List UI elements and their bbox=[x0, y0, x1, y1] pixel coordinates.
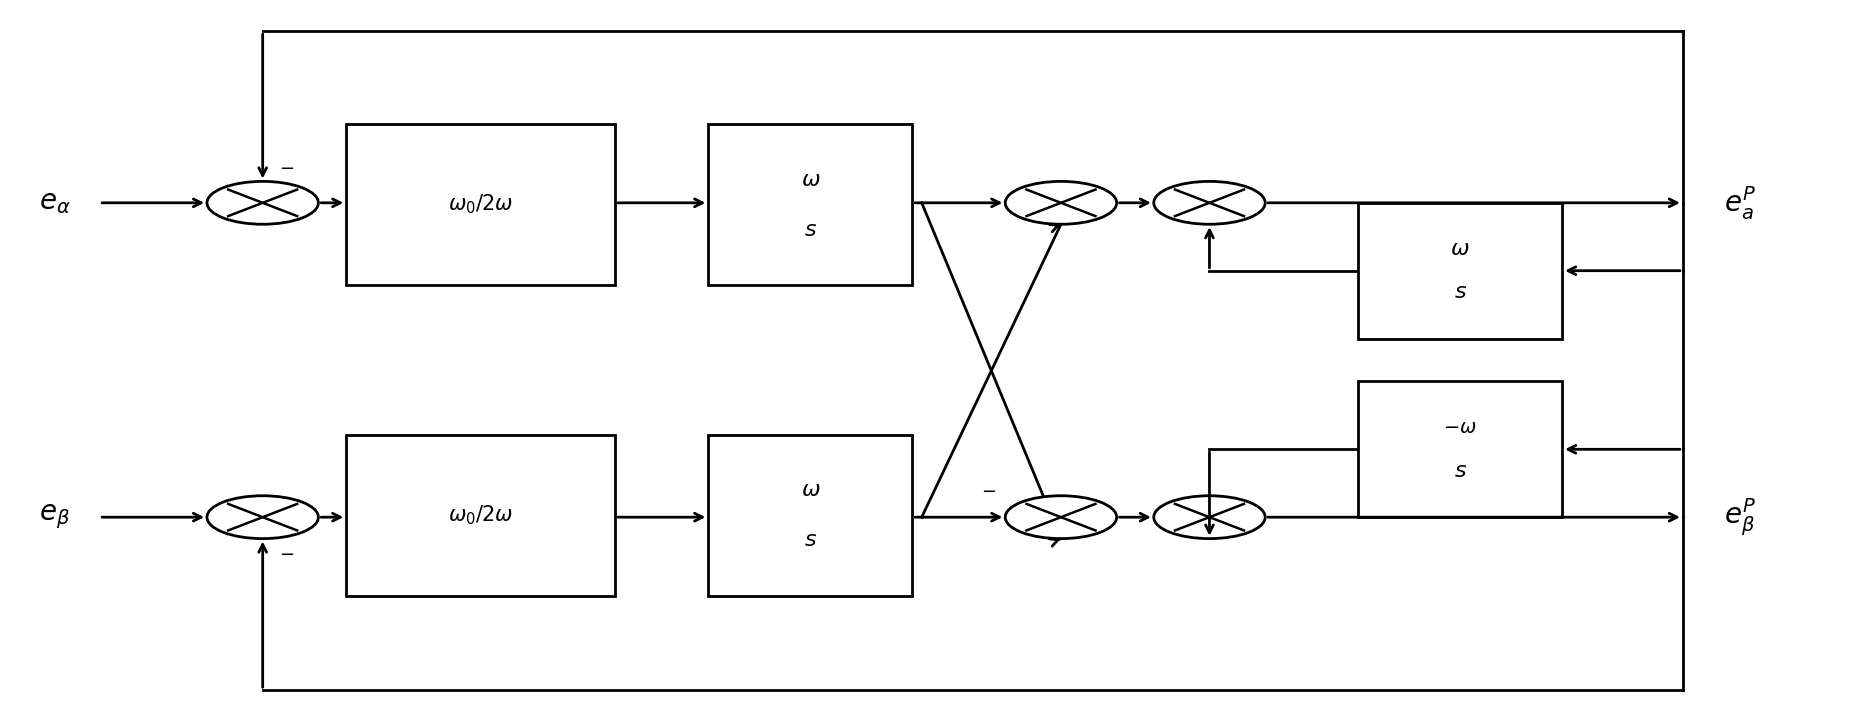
Circle shape bbox=[207, 496, 318, 539]
Text: $-$: $-$ bbox=[981, 481, 996, 499]
Text: $\omega$: $\omega$ bbox=[1450, 238, 1469, 260]
Circle shape bbox=[1154, 496, 1264, 539]
Circle shape bbox=[207, 181, 318, 224]
FancyBboxPatch shape bbox=[1357, 382, 1562, 517]
Text: $\omega_0/2\omega$: $\omega_0/2\omega$ bbox=[449, 193, 514, 217]
Text: $s$: $s$ bbox=[804, 219, 817, 240]
Text: $-\omega$: $-\omega$ bbox=[1443, 419, 1477, 437]
Text: $s$: $s$ bbox=[1454, 460, 1467, 482]
FancyBboxPatch shape bbox=[346, 435, 616, 595]
Circle shape bbox=[1005, 181, 1117, 224]
Text: $\omega$: $\omega$ bbox=[801, 480, 819, 501]
Text: $-$: $-$ bbox=[279, 544, 294, 562]
Text: $e_{\beta}$: $e_{\beta}$ bbox=[39, 503, 71, 531]
Text: $e^{P}_{\beta}$: $e^{P}_{\beta}$ bbox=[1724, 496, 1756, 538]
FancyBboxPatch shape bbox=[1357, 203, 1562, 338]
FancyBboxPatch shape bbox=[346, 125, 616, 285]
Text: $e_{\alpha}$: $e_{\alpha}$ bbox=[39, 189, 71, 216]
Text: $\omega_0/2\omega$: $\omega_0/2\omega$ bbox=[449, 503, 514, 527]
Text: $s$: $s$ bbox=[804, 529, 817, 552]
Circle shape bbox=[1154, 181, 1264, 224]
Text: $\omega$: $\omega$ bbox=[801, 168, 819, 191]
Text: $s$: $s$ bbox=[1454, 281, 1467, 303]
Text: $-$: $-$ bbox=[279, 158, 294, 176]
FancyBboxPatch shape bbox=[708, 435, 912, 595]
Circle shape bbox=[1005, 496, 1117, 539]
FancyBboxPatch shape bbox=[708, 125, 912, 285]
Text: $e^{P}_{a}$: $e^{P}_{a}$ bbox=[1724, 184, 1756, 222]
